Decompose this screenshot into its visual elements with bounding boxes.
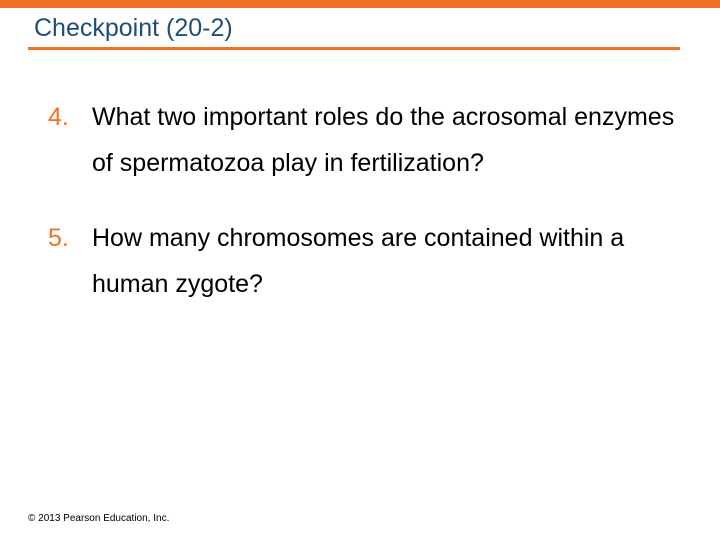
slide-title: Checkpoint (20-2)	[0, 8, 720, 47]
title-row: Checkpoint (20-2)	[0, 8, 720, 50]
copyright-text: © 2013 Pearson Education, Inc.	[28, 513, 169, 524]
content-area: 4. What two important roles do the acros…	[0, 50, 720, 307]
question-text: What two important roles do the acrosoma…	[92, 94, 680, 187]
question-number: 5.	[48, 215, 92, 308]
question-item: 4. What two important roles do the acros…	[48, 94, 680, 187]
question-number: 4.	[48, 94, 92, 187]
title-underline	[28, 47, 680, 50]
question-item: 5. How many chromosomes are contained wi…	[48, 215, 680, 308]
question-text: How many chromosomes are contained withi…	[92, 215, 680, 308]
top-accent-bar	[0, 0, 720, 8]
